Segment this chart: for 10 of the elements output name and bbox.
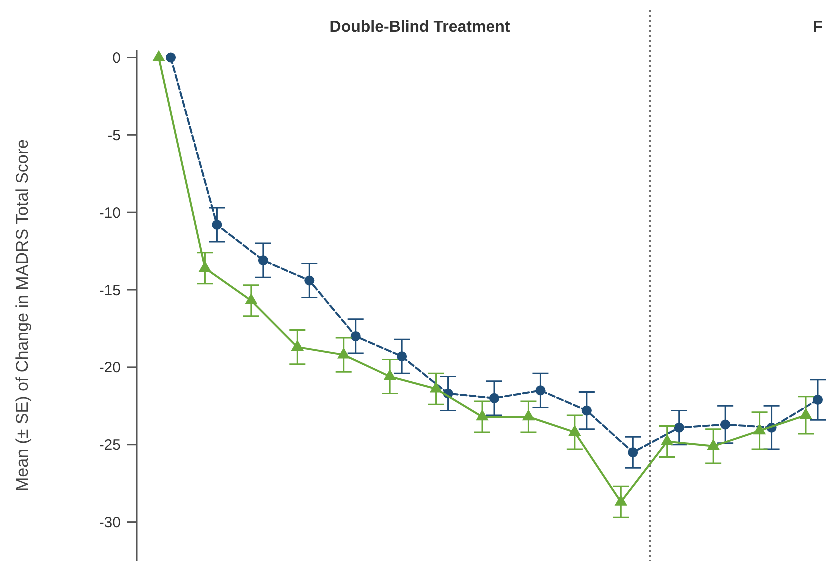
y-tick-label: -30 (99, 514, 121, 532)
chart-title: Double-Blind Treatment (330, 19, 511, 36)
y-tick-label: -15 (99, 282, 121, 300)
y-tick-label: 0 (112, 50, 121, 67)
y-tick-label: -25 (99, 437, 121, 454)
y-tick-label: -5 (108, 127, 121, 144)
y-tick-label: -10 (99, 204, 121, 222)
text: F (813, 19, 824, 36)
y-axis-title: Mean (± SE) of Change in MADRS Total Score (13, 139, 32, 492)
y-tick-label: -20 (99, 360, 121, 377)
